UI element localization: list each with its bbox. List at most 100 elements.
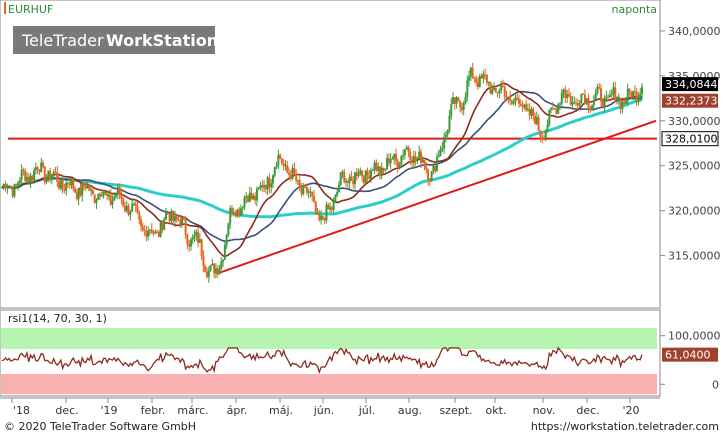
candle-body bbox=[172, 210, 175, 222]
candle-body bbox=[621, 101, 624, 110]
candle-body bbox=[286, 164, 289, 173]
indicator-axis: 100,0000 0 61,0400 bbox=[660, 330, 721, 391]
candle-body bbox=[200, 239, 203, 257]
candle-body bbox=[83, 183, 86, 186]
candle-body bbox=[257, 188, 260, 190]
candle-body bbox=[596, 86, 599, 94]
candle-body bbox=[93, 194, 96, 203]
candle-body bbox=[407, 147, 410, 152]
candle-body bbox=[323, 218, 326, 221]
candle-body bbox=[159, 222, 162, 237]
candle-body bbox=[567, 94, 570, 96]
candle-body bbox=[95, 199, 98, 203]
candle-body bbox=[229, 208, 232, 224]
candle-body bbox=[59, 180, 62, 189]
candle-body bbox=[56, 172, 59, 182]
candle-body bbox=[494, 88, 497, 92]
candle-body bbox=[65, 182, 68, 191]
candle-body bbox=[140, 219, 143, 227]
candle-body bbox=[630, 91, 633, 99]
candle-body bbox=[414, 156, 417, 161]
candle-body bbox=[373, 162, 376, 171]
time-axis: '18 dec. '19 febr. márc. ápr. máj. jún. júl. aug.… bbox=[11, 398, 640, 417]
candle-body bbox=[459, 101, 462, 108]
overbought-zone bbox=[1, 328, 657, 349]
candle-body bbox=[464, 96, 467, 104]
candle-body bbox=[469, 67, 472, 77]
candle-body bbox=[143, 230, 146, 232]
candle-body bbox=[452, 97, 455, 104]
candle-body bbox=[197, 231, 200, 243]
candle-body bbox=[496, 91, 499, 94]
candle-body bbox=[296, 180, 299, 182]
svg-text:328,0100: 328,0100 bbox=[665, 133, 718, 146]
candle-body bbox=[382, 167, 385, 171]
candle-body bbox=[435, 157, 438, 172]
candle-body bbox=[371, 170, 374, 172]
candle-body bbox=[116, 187, 119, 195]
candle-body bbox=[493, 88, 496, 90]
candle-body bbox=[100, 195, 103, 197]
candle-body bbox=[161, 222, 164, 230]
candle-body bbox=[523, 104, 526, 108]
candle-body bbox=[471, 67, 474, 78]
price-tick-label: 315,0000 bbox=[668, 250, 721, 263]
candle-body bbox=[332, 201, 335, 210]
candle-body bbox=[576, 103, 579, 106]
candle-body bbox=[43, 166, 46, 183]
time-tick-label: márc. bbox=[177, 404, 208, 417]
footer: © 2020 TeleTrader Software GmbH https://… bbox=[0, 419, 723, 435]
candle-body bbox=[403, 149, 406, 156]
candle-body bbox=[84, 185, 87, 189]
candle-body bbox=[505, 96, 508, 99]
candle-body bbox=[124, 206, 127, 211]
candle-body bbox=[54, 171, 57, 173]
price-tick-label: 320,0000 bbox=[668, 205, 721, 218]
candle-body bbox=[394, 154, 397, 161]
rsi-line bbox=[1, 346, 643, 375]
candle-body bbox=[298, 180, 301, 189]
candle-body bbox=[248, 192, 251, 202]
candle-body bbox=[77, 187, 80, 200]
candle-body bbox=[601, 101, 604, 108]
candle-body bbox=[484, 74, 487, 76]
time-tick-label: okt. bbox=[486, 404, 507, 417]
price-tick-label: 340,0000 bbox=[668, 25, 721, 38]
candle-body bbox=[641, 86, 643, 94]
candle-body bbox=[66, 182, 69, 184]
svg-text:334,0844: 334,0844 bbox=[665, 78, 718, 91]
time-tick-label: máj. bbox=[269, 404, 293, 417]
rsi-tick-label: 0 bbox=[712, 378, 719, 391]
candle-body bbox=[541, 136, 544, 139]
candle-body bbox=[633, 91, 636, 93]
candle-body bbox=[608, 95, 611, 98]
candle-body bbox=[50, 174, 53, 180]
source-url[interactable]: https://workstation.teletrader.com bbox=[530, 420, 719, 433]
candle-body bbox=[255, 188, 258, 201]
candle-body bbox=[311, 191, 314, 197]
candle-body bbox=[345, 181, 348, 183]
time-tick-label: ápr. bbox=[227, 404, 248, 417]
candle-body bbox=[507, 96, 510, 99]
candle-body bbox=[375, 162, 378, 171]
candle-body bbox=[389, 159, 392, 164]
candle-body bbox=[359, 170, 362, 175]
candle-body bbox=[526, 109, 529, 111]
candle-body bbox=[573, 102, 576, 104]
candle-body bbox=[40, 162, 43, 173]
price-tag: 332,2373 bbox=[662, 93, 718, 108]
candle-body bbox=[361, 170, 364, 177]
candle-body bbox=[239, 208, 242, 217]
candle-body bbox=[204, 266, 207, 273]
candle-body bbox=[318, 212, 321, 220]
candle-body bbox=[181, 216, 184, 225]
candle-body bbox=[635, 91, 638, 102]
chart-canvas[interactable]: 340,0000335,0000330,0000325,0000320,0000… bbox=[0, 0, 723, 419]
candle-body bbox=[575, 102, 578, 104]
candle-body bbox=[195, 231, 198, 236]
candle-body bbox=[603, 98, 606, 108]
candle-body bbox=[534, 115, 537, 124]
candle-body bbox=[163, 219, 166, 230]
candle-body bbox=[537, 117, 540, 131]
candle-body bbox=[594, 93, 597, 101]
